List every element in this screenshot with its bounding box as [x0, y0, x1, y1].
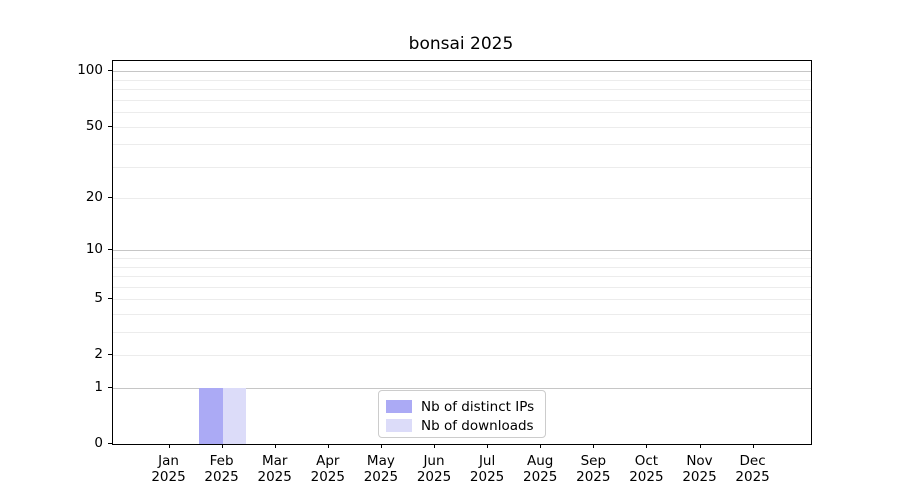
- legend: Nb of distinct IPs Nb of downloads: [378, 390, 546, 438]
- chart-title: bonsai 2025: [408, 34, 514, 54]
- x-axis-tick: [752, 444, 754, 448]
- x-tick-month: Sep: [580, 453, 607, 469]
- x-axis-tick: [593, 444, 595, 448]
- x-tick-label: Feb 2025: [180, 453, 264, 485]
- x-tick-label: Dec 2025: [711, 453, 795, 485]
- x-axis-tick: [168, 444, 170, 448]
- x-axis-tick: [274, 444, 276, 448]
- plot-area: [112, 60, 812, 445]
- x-tick-month: Dec: [739, 453, 766, 469]
- x-tick-label: Nov 2025: [658, 453, 742, 485]
- x-tick-year: 2025: [416, 468, 452, 485]
- x-tick-label: Sep 2025: [551, 453, 635, 485]
- y-tick-label: 50: [85, 117, 103, 134]
- gridline-minor: [113, 79, 811, 81]
- y-tick-label: 2: [94, 346, 103, 363]
- gridline-minor: [113, 126, 811, 128]
- x-axis-tick: [327, 444, 329, 448]
- x-axis-tick: [646, 444, 648, 448]
- gridline-major: [113, 250, 811, 252]
- x-tick-year: 2025: [735, 468, 770, 485]
- x-tick-year: 2025: [629, 468, 664, 485]
- gridline-major: [113, 388, 811, 389]
- gridline-minor: [113, 258, 811, 259]
- x-tick-year: 2025: [151, 468, 186, 485]
- y-tick-label: 1: [94, 379, 103, 395]
- gridline-minor: [113, 166, 811, 168]
- x-axis-tick: [380, 444, 382, 448]
- x-tick-year: 2025: [469, 468, 505, 485]
- x-tick-month: Jun: [423, 453, 445, 469]
- bar-nb-of-downloads: [222, 388, 246, 444]
- y-axis-tick: [108, 197, 113, 199]
- x-tick-month: Oct: [634, 453, 659, 469]
- x-axis-tick: [487, 444, 489, 448]
- y-tick-label: 100: [77, 62, 103, 79]
- legend-swatch: [386, 419, 412, 432]
- legend-label: Nb of downloads: [421, 417, 534, 434]
- x-tick-month: May: [366, 453, 395, 469]
- gridline-minor: [113, 314, 811, 315]
- x-tick-label: Jan 2025: [127, 453, 211, 485]
- y-axis-tick: [108, 298, 113, 300]
- x-tick-label: May 2025: [339, 453, 423, 485]
- x-tick-month: Feb: [209, 453, 234, 469]
- legend-item: Nb of distinct IPs: [386, 397, 545, 416]
- x-tick-label: Aug 2025: [498, 453, 582, 485]
- legend-item: Nb of downloads: [386, 416, 545, 435]
- y-axis-tick: [108, 387, 113, 388]
- x-axis-tick: [221, 444, 223, 448]
- x-tick-label: Oct 2025: [604, 453, 688, 485]
- y-tick-label: 10: [85, 241, 103, 258]
- gridline-minor: [113, 144, 811, 146]
- y-axis-tick: [108, 249, 113, 251]
- x-tick-month: Jan: [158, 453, 179, 469]
- legend-label: Nb of distinct IPs: [421, 398, 535, 415]
- gridline-major: [113, 71, 811, 73]
- x-tick-month: Apr: [316, 453, 340, 469]
- x-tick-year: 2025: [576, 468, 611, 485]
- gridline-minor: [113, 299, 811, 301]
- x-tick-year: 2025: [523, 468, 558, 485]
- legend-swatch: [386, 400, 412, 413]
- x-axis-tick: [434, 444, 435, 448]
- x-tick-year: 2025: [257, 468, 292, 485]
- x-tick-year: 2025: [682, 468, 717, 485]
- x-tick-month: Nov: [686, 453, 713, 469]
- x-axis-tick: [699, 444, 701, 448]
- x-tick-month: Mar: [261, 453, 288, 469]
- gridline-minor: [113, 112, 811, 113]
- x-tick-year: 2025: [363, 468, 399, 485]
- gridline-minor: [113, 266, 811, 268]
- y-tick-label: 20: [85, 189, 103, 206]
- y-tick-label: 5: [94, 290, 103, 307]
- x-tick-year: 2025: [204, 468, 239, 485]
- x-axis-tick: [540, 444, 542, 448]
- gridline-minor: [113, 332, 811, 333]
- bar-nb-of-distinct-ips: [199, 388, 223, 444]
- y-tick-label: 0: [94, 435, 103, 451]
- gridline-minor: [113, 355, 811, 357]
- x-tick-label: Jul 2025: [445, 453, 529, 485]
- x-tick-label: Mar 2025: [233, 453, 317, 485]
- x-tick-month: Jul: [478, 453, 496, 469]
- gridline-minor: [113, 99, 811, 101]
- gridline-minor: [113, 198, 811, 200]
- y-axis-tick: [108, 443, 113, 444]
- y-axis-tick: [108, 70, 113, 72]
- y-axis-tick: [108, 354, 113, 356]
- x-tick-year: 2025: [310, 468, 345, 485]
- y-axis-tick: [108, 125, 113, 127]
- gridline-minor: [113, 276, 811, 278]
- x-tick-label: Jun 2025: [392, 453, 476, 485]
- x-tick-label: Apr 2025: [286, 453, 370, 485]
- gridline-minor: [113, 286, 811, 288]
- gridline-minor: [113, 89, 811, 91]
- x-tick-month: Aug: [527, 453, 554, 469]
